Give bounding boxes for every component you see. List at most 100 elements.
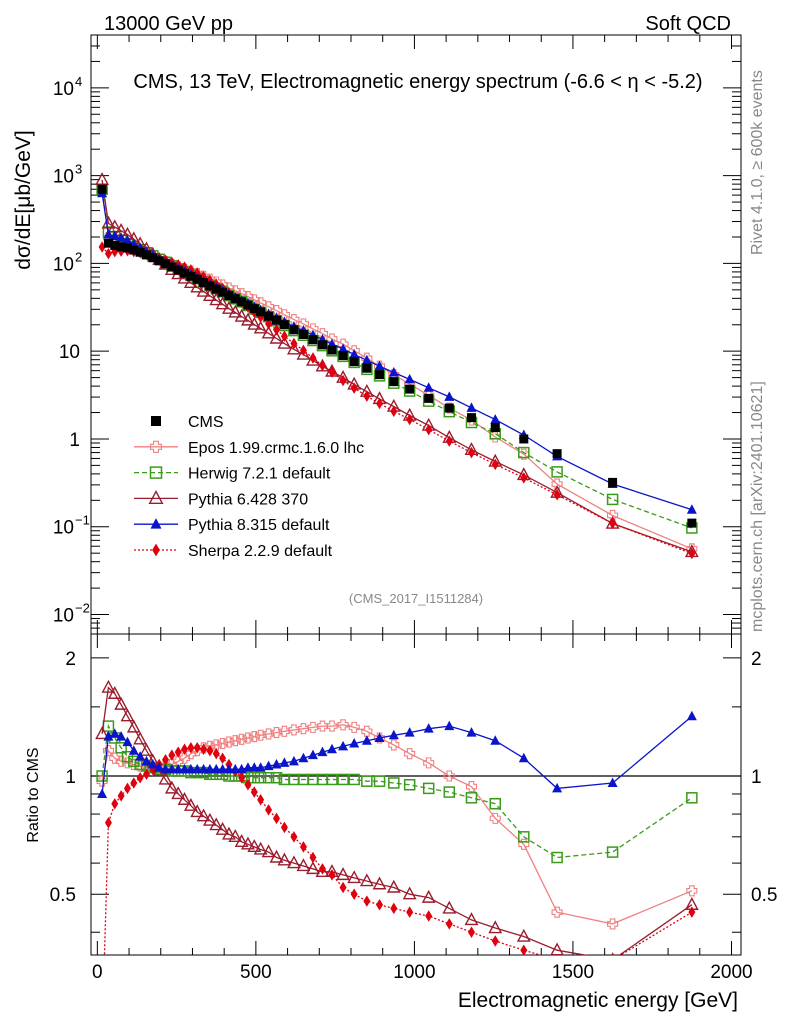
herwig-7-2-1-default-ratio-point [128, 755, 140, 768]
cms-data-point [97, 184, 107, 194]
ratio-y-axis-label: Ratio to CMS [25, 747, 42, 842]
epos-1-99-crmc-1-6-0-lhc-main-point [278, 309, 290, 321]
cms-data-point [466, 413, 476, 423]
pythia-8-315-default-ratio-point [255, 762, 266, 772]
legend-entry-pythia-6-428-370: Pythia 6.428 370 [134, 490, 308, 508]
rivet-version-text: Rivet 4.1.0, ≥ 600k events [749, 70, 766, 255]
sherpa-2-2-9-default-main-point [318, 359, 326, 372]
pythia-8-315-default-main-point [423, 382, 434, 392]
pythia-8-315-default-ratio-line [101, 715, 693, 795]
herwig-7-2-1-default-ratio-point [489, 797, 502, 810]
pythia-8-315-default-ratio-point [466, 727, 477, 737]
pythia-6-428-370-ratio-point [253, 841, 268, 855]
epos-1-99-crmc-1-6-0-lhc-ratio-point [115, 755, 127, 767]
ratio-tick-label: 2 [65, 649, 76, 670]
herwig-7-2-1-default-main-point [551, 466, 563, 478]
cms-data-point [167, 262, 177, 272]
pythia-8-315-default-main-point [109, 230, 120, 241]
pythia-6-428-370-main-point [247, 316, 262, 330]
sherpa-2-2-9-default-main-point [272, 323, 280, 336]
sherpa-2-2-9-default-main-point [390, 405, 398, 417]
cms-data-point [148, 253, 158, 263]
legend-marker [150, 518, 162, 529]
ratio-frame [90, 633, 742, 956]
sherpa-2-2-9-default-ratio-point [250, 786, 258, 798]
pythia-8-315-default-ratio-point [271, 758, 282, 769]
sherpa-2-2-9-default-ratio-point [280, 821, 288, 834]
legend-entry-cms: CMS [151, 414, 224, 431]
cms-data-point [211, 284, 221, 294]
cms-data-point [389, 377, 399, 387]
epos-1-99-crmc-1-6-0-lhc-ratio-point [236, 733, 248, 745]
sherpa-2-2-9-default-ratio-point [290, 831, 298, 843]
pythia-8-315-default-ratio-point [179, 763, 190, 774]
pythia-6-428-370-ratio-point [359, 873, 374, 887]
pythia-6-428-370-ratio-point [177, 792, 192, 805]
herwig-7-2-1-default-ratio-point [96, 770, 108, 782]
pythia-8-315-default-ratio-point [160, 763, 171, 774]
pythia-8-315-default-ratio-point [116, 731, 127, 741]
pythia-6-428-370-ratio-point [190, 804, 205, 818]
y-tick-label: 1 [69, 430, 80, 451]
epos-1-99-crmc-1-6-0-lhc-ratio-point [217, 737, 229, 750]
pythia-8-315-default-ratio-point [374, 732, 385, 742]
pythia-8-315-default-ratio-point [204, 763, 215, 774]
legend-label: Sherpa 2.2.9 default [188, 543, 333, 560]
pythia-6-428-370-main-point [296, 346, 311, 360]
epos-1-99-crmc-1-6-0-lhc-main-point [288, 314, 300, 326]
pythia-8-315-default-main-point [466, 402, 477, 412]
x-tick-label: 1500 [552, 962, 594, 983]
herwig-7-2-1-default-ratio-point [686, 792, 698, 804]
epos-1-99-crmc-1-6-0-lhc-ratio-point [443, 770, 455, 782]
legend-marker [152, 543, 160, 557]
legend-marker [149, 440, 163, 453]
herwig-7-2-1-default-ratio-point [115, 742, 127, 754]
pythia-8-315-default-ratio-point [288, 755, 299, 766]
cms-data-point [444, 403, 454, 413]
sherpa-2-2-9-default-main-point [491, 458, 499, 471]
pythia-6-428-370-ratio-series [95, 679, 699, 955]
pythia-6-428-370-ratio-point [488, 920, 503, 934]
pythia-6-428-370-ratio-point [386, 879, 401, 893]
y-tick-label: 10 [53, 518, 74, 539]
pythia-8-315-default-ratio-point [307, 749, 318, 760]
pythia-6-428-370-ratio-point [101, 679, 116, 693]
pythia-8-315-default-main-point [444, 391, 455, 401]
legend-entry-herwig-7-2-1-default: Herwig 7.2.1 default [134, 466, 331, 483]
sherpa-2-2-9-default-ratio-line [103, 747, 693, 955]
cms-data-point [687, 518, 697, 528]
pythia-6-428-370-main-point [234, 308, 249, 322]
sherpa-2-2-9-default-ratio-point [520, 944, 528, 955]
pythia-6-428-370-ratio-point [402, 886, 417, 900]
cms-data-point [490, 423, 500, 433]
herwig-7-2-1-default-ratio-point [388, 777, 400, 789]
ratio-tick-label: 0.5 [50, 885, 76, 906]
pythia-8-315-default-main-point [349, 348, 360, 359]
pythia-6-428-370-ratio-point [287, 855, 301, 869]
pythia-8-315-default-main-point [490, 414, 501, 424]
pythia-6-428-370-ratio-point [372, 876, 387, 890]
sherpa-2-2-9-default-ratio-point [390, 902, 398, 915]
sherpa-2-2-9-default-main-point [265, 318, 273, 330]
cms-data-point [249, 304, 259, 314]
legend-entry-epos-1-99-crmc-1-6-0-lhc: Epos 1.99.crmc.1.6.0 lhc [134, 440, 364, 457]
cms-data-point [218, 287, 228, 297]
pythia-8-315-default-ratio-point [147, 758, 158, 769]
pythia-6-428-370-ratio-point [164, 780, 179, 794]
pythia-6-428-370-main-point [196, 283, 211, 297]
y-tick-label: 10 [53, 606, 74, 627]
cms-data-point [224, 291, 234, 301]
sherpa-2-2-9-default-ratio-point [123, 782, 131, 795]
pythia-8-315-default-ratio-point [317, 746, 328, 757]
legend-label: CMS [188, 414, 224, 431]
herwig-7-2-1-default-ratio-point [361, 775, 373, 787]
y-tick-exponent: 4 [75, 74, 82, 89]
pythia-6-428-370-ratio-point [196, 808, 211, 822]
sherpa-2-2-9-default-ratio-point [318, 863, 326, 875]
cms-data-point [122, 243, 132, 253]
cms-data-point [338, 351, 348, 361]
legend-entry-sherpa-2-2-9-default: Sherpa 2.2.9 default [134, 543, 333, 560]
sherpa-2-2-9-default-ratio-point [219, 752, 227, 764]
pythia-8-315-default-ratio-point [607, 777, 618, 787]
sherpa-2-2-9-default-ratio-point [425, 910, 433, 922]
